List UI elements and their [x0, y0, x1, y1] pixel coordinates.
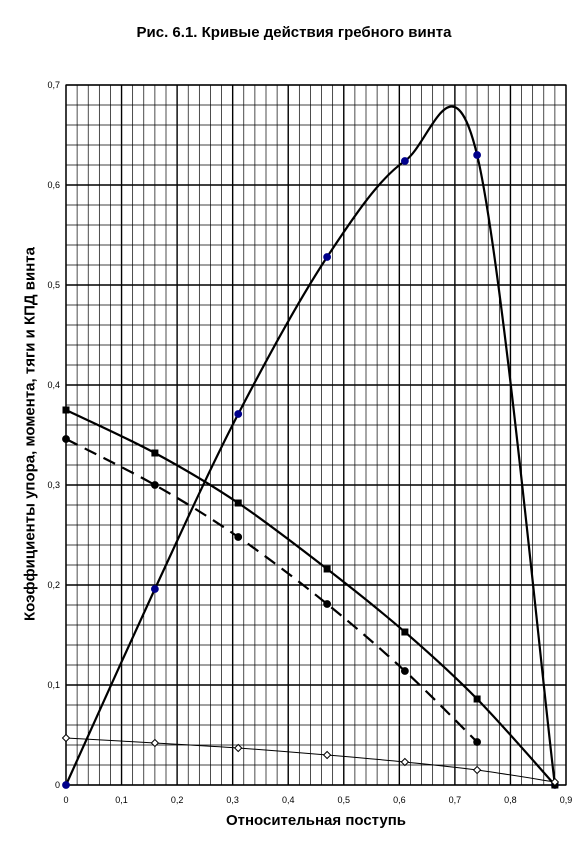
data-point-2: [401, 628, 409, 636]
data-point-2: [323, 565, 331, 573]
data-point-2: [234, 499, 242, 507]
data-point-1: [62, 781, 70, 789]
data-point-4: [61, 733, 71, 743]
y-tick-label: 0: [55, 780, 60, 790]
data-point-3: [473, 738, 482, 746]
data-point-4: [322, 750, 332, 760]
y-tick-label: 0,2: [47, 580, 60, 590]
y-tick-label: 0,5: [47, 280, 60, 290]
x-tick-label: 0,1: [115, 795, 128, 805]
data-point-3: [62, 435, 70, 443]
data-point-3: [323, 600, 332, 608]
grid-minor: [65, 84, 567, 786]
marker-layer: [61, 151, 560, 789]
data-point-3: [150, 481, 159, 489]
data-point-4: [234, 743, 243, 753]
x-tick-label: 0,6: [393, 795, 406, 805]
x-tick-label: 0,5: [338, 795, 351, 805]
x-tick-label: 0,4: [282, 795, 295, 805]
y-tick-label: 0,1: [47, 680, 60, 690]
y-tick-label: 0,4: [47, 380, 60, 390]
x-tick-label: 0,8: [504, 795, 517, 805]
x-tick-label: 0,9: [560, 795, 573, 805]
chart-title: Рис. 6.1. Кривые действия гребного винта: [136, 24, 452, 41]
data-point-4: [472, 765, 482, 775]
x-tick-label: 0,3: [226, 795, 239, 805]
data-point-3: [400, 667, 409, 675]
data-point-2: [62, 406, 70, 414]
data-point-2: [151, 449, 159, 457]
y-tick-label: 0,3: [47, 480, 60, 490]
y-tick-label: 0,7: [47, 80, 60, 90]
tick-labels: 0 0,1 0,2 0,3 0,4 0,5 0,6 0,7 0,8 0,9 0 0,1 0,2 0,3 0,…: [47, 80, 572, 805]
plot-border: [65, 84, 567, 786]
x-axis-label: Относительная поступь: [225, 812, 407, 829]
data-point-1: [473, 151, 482, 159]
data-point-2: [473, 695, 481, 703]
data-point-1: [400, 157, 409, 165]
data-point-4: [150, 738, 160, 748]
grid-major: [65, 84, 567, 786]
data-point-4: [400, 757, 410, 767]
data-point-1: [234, 410, 243, 418]
x-tick-label: 0: [63, 795, 68, 805]
data-point-1: [150, 585, 159, 593]
series-line-3: [65, 438, 478, 743]
data-point-3: [234, 533, 243, 541]
x-tick-label: 0,2: [171, 795, 184, 805]
x-tick-label: 0,7: [449, 795, 462, 805]
y-tick-label: 0,6: [47, 180, 60, 190]
data-point-4: [550, 777, 560, 787]
y-axis-label: Коэффициенты упора, момента, тяги и КПД …: [21, 247, 39, 621]
data-point-1: [323, 253, 332, 261]
